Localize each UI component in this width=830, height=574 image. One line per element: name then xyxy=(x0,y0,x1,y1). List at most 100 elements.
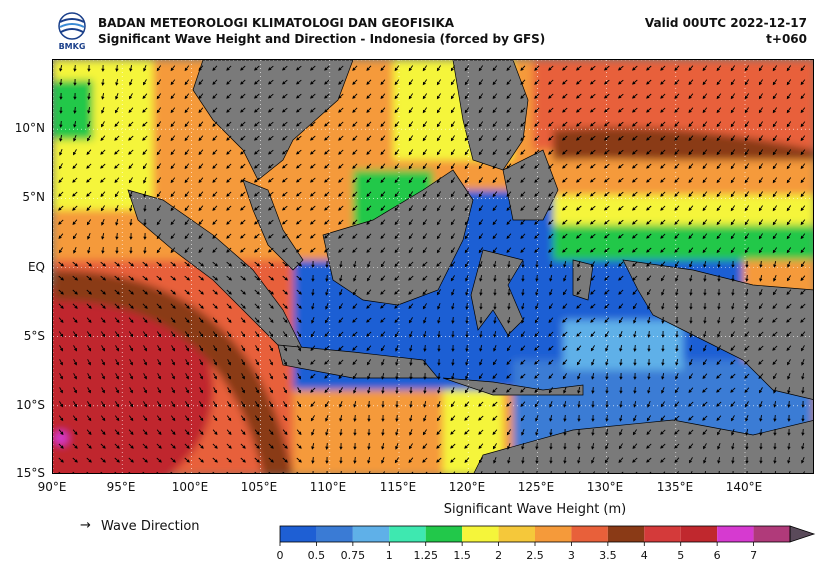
direction-arrow xyxy=(226,65,232,71)
direction-arrow xyxy=(156,65,162,72)
lon-label-90e: 90°E xyxy=(37,480,67,494)
direction-arrow xyxy=(58,233,64,240)
direction-arrow xyxy=(772,177,778,184)
direction-arrow xyxy=(548,135,554,141)
direction-arrow xyxy=(114,443,120,449)
direction-arrow xyxy=(212,107,218,113)
direction-arrow xyxy=(267,233,274,239)
direction-arrow xyxy=(339,442,343,450)
direction-arrow xyxy=(338,205,344,211)
direction-arrow xyxy=(437,386,441,394)
direction-arrow xyxy=(465,316,469,324)
direction-arrow xyxy=(464,261,469,268)
direction-arrow xyxy=(478,163,484,170)
direction-arrow xyxy=(198,219,204,226)
direction-arrow xyxy=(114,135,120,141)
direction-arrow xyxy=(492,163,498,170)
direction-arrow xyxy=(324,107,330,113)
direction-arrow xyxy=(506,359,512,366)
direction-arrow xyxy=(562,163,568,169)
direction-arrow xyxy=(408,93,414,100)
direction-arrow xyxy=(603,247,610,253)
direction-arrow xyxy=(352,107,358,113)
direction-arrow xyxy=(87,135,91,142)
direction-arrow xyxy=(367,456,371,464)
direction-arrow xyxy=(397,471,400,473)
direction-arrow xyxy=(619,429,623,436)
direction-arrow xyxy=(115,345,119,352)
direction-arrow xyxy=(422,149,428,156)
direction-arrow xyxy=(395,358,399,366)
direction-arrow xyxy=(604,331,609,338)
direction-arrow xyxy=(437,358,441,366)
direction-arrow xyxy=(674,79,680,85)
direction-arrow xyxy=(309,121,316,127)
lon-label-140e: 140°E xyxy=(725,480,763,494)
direction-arrow xyxy=(661,344,665,352)
direction-arrow xyxy=(309,247,316,253)
direction-arrow xyxy=(549,456,553,464)
direction-arrow xyxy=(73,345,77,352)
direction-arrow xyxy=(689,302,693,310)
direction-arrow xyxy=(660,93,666,99)
direction-arrow xyxy=(730,387,736,393)
direction-arrow xyxy=(772,303,778,310)
direction-arrow xyxy=(772,289,777,296)
direction-arrow xyxy=(409,386,413,394)
direction-arrow xyxy=(800,177,806,184)
direction-arrow xyxy=(143,246,147,254)
direction-arrow xyxy=(282,261,289,267)
direction-arrow xyxy=(226,219,232,225)
direction-arrow xyxy=(380,317,386,323)
direction-arrow xyxy=(198,149,204,156)
direction-arrow xyxy=(422,457,428,463)
direction-arrow xyxy=(603,163,610,169)
direction-arrow xyxy=(730,65,736,72)
direction-arrow xyxy=(129,246,133,254)
direction-arrow xyxy=(786,79,792,86)
direction-arrow xyxy=(689,344,693,352)
direction-arrow xyxy=(464,219,470,226)
direction-arrow xyxy=(548,219,554,225)
direction-arrow xyxy=(212,443,218,449)
direction-arrow xyxy=(577,261,581,268)
direction-arrow xyxy=(394,65,400,72)
direction-arrow xyxy=(478,401,484,407)
direction-arrow xyxy=(688,107,694,114)
direction-arrow xyxy=(633,372,637,380)
direction-arrow xyxy=(143,177,147,184)
direction-arrow xyxy=(436,65,441,72)
direction-arrow xyxy=(479,344,483,352)
direction-arrow xyxy=(506,149,512,156)
direction-arrow xyxy=(226,149,232,155)
direction-arrow xyxy=(408,275,414,281)
direction-arrow xyxy=(380,149,386,156)
direction-arrow xyxy=(366,317,372,323)
direction-arrow xyxy=(143,387,147,394)
direction-arrow xyxy=(184,205,190,212)
direction-arrow xyxy=(324,359,330,365)
direction-arrow xyxy=(744,65,750,72)
direction-arrow xyxy=(549,289,553,296)
direction-arrow xyxy=(688,93,694,100)
direction-arrow xyxy=(786,149,792,156)
direction-arrow xyxy=(688,219,694,226)
direction-arrow xyxy=(534,149,540,155)
direction-arrow xyxy=(253,149,260,155)
direction-arrow xyxy=(660,457,666,463)
direction-arrow xyxy=(297,387,301,394)
colorbar-segment xyxy=(571,526,608,542)
direction-arrow xyxy=(575,107,582,113)
direction-arrow xyxy=(647,372,651,380)
direction-arrow xyxy=(563,414,567,422)
direction-arrow xyxy=(72,331,78,338)
direction-arrow xyxy=(156,415,162,422)
direction-arrow xyxy=(759,428,763,436)
direction-arrow xyxy=(142,107,148,113)
direction-arrow xyxy=(731,288,735,296)
direction-arrow xyxy=(689,316,693,324)
direction-arrow xyxy=(702,149,708,156)
direction-arrow xyxy=(267,79,274,85)
direction-arrow xyxy=(58,205,64,211)
direction-arrow xyxy=(184,121,190,128)
